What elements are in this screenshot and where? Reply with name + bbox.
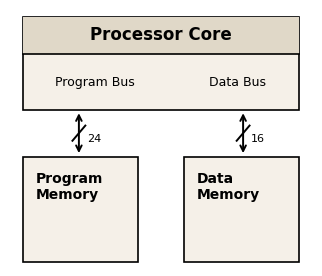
Text: 16: 16 <box>251 134 265 144</box>
Text: Data Bus: Data Bus <box>209 76 266 89</box>
Bar <box>23 17 299 110</box>
Text: Program Bus: Program Bus <box>55 76 135 89</box>
Text: 24: 24 <box>87 134 101 144</box>
Bar <box>23 157 138 262</box>
Bar <box>184 157 299 262</box>
Bar <box>23 17 299 54</box>
Text: Processor Core: Processor Core <box>90 26 232 44</box>
Text: Data
Memory: Data Memory <box>196 172 260 202</box>
Text: Program
Memory: Program Memory <box>35 172 103 202</box>
